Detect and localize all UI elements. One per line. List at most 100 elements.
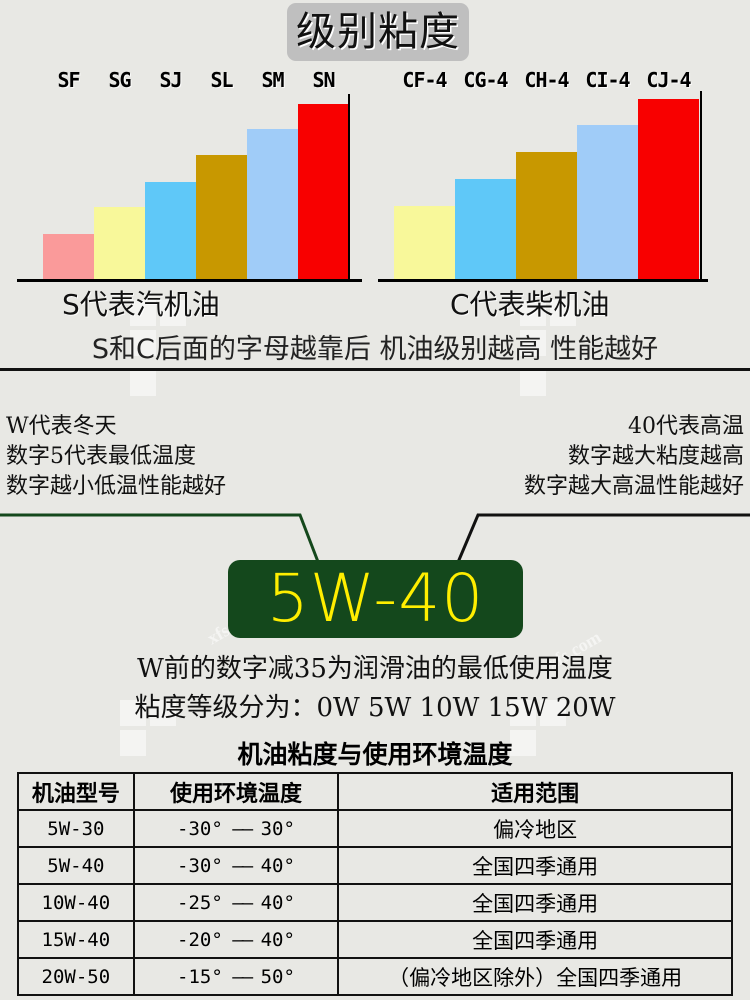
bar-column: SM: [247, 68, 298, 279]
axis-tick-s: [348, 94, 350, 279]
chart-diesel-grades: CF-4 CG-4 CH-4 CI-4 CJ-4: [378, 68, 718, 282]
cell-range: 全国四季通用: [337, 883, 733, 922]
table-row: 20W-50 -15° —— 50° （偏冷地区除外）全国四季通用: [17, 957, 733, 996]
temp-low: -15°: [177, 965, 223, 988]
cell-range: （偏冷地区除外）全国四季通用: [337, 957, 733, 996]
temp-separator: ——: [222, 854, 261, 877]
bar-column: SN: [298, 68, 349, 279]
grade-badge: 5W-40: [228, 560, 523, 638]
bar-column: CI-4: [577, 68, 638, 279]
bar-label: SF: [57, 68, 80, 92]
temp-separator: ——: [222, 965, 261, 988]
grade-value: 5W-40: [266, 560, 485, 637]
note-right-line-3: 数字越大高温性能越好: [523, 474, 744, 499]
temp-high: 40°: [260, 891, 295, 914]
temp-low: -20°: [177, 928, 223, 951]
cell-temperature: -30° —— 40°: [132, 846, 340, 885]
watermark-square: [130, 370, 156, 396]
table-row: 5W-30 -30° —— 30° 偏冷地区: [17, 809, 733, 848]
table-body: 5W-30 -30° —— 30° 偏冷地区 5W-40 -30° —— 40° 全国四季…: [17, 809, 733, 996]
caption-gasoline: S代表汽机油: [62, 288, 220, 321]
temp-high: 40°: [260, 928, 295, 951]
note-left-line-2: 数字5代表最低温度: [6, 444, 196, 469]
bar-column: CG-4: [455, 68, 516, 279]
temp-low: -30°: [177, 817, 223, 840]
table-row: 15W-40 -20° —— 40° 全国四季通用: [17, 920, 733, 959]
cell-temperature: -20° —— 40°: [132, 920, 340, 959]
note-right-line-1: 40代表高温: [628, 414, 744, 439]
section-divider: [0, 368, 750, 371]
bar-sm: SM: [247, 68, 298, 279]
cell-model: 5W-40: [17, 846, 135, 885]
bar-ci-4: CI-4: [577, 68, 638, 279]
bar-label: SM: [261, 68, 284, 92]
note-right: 40代表高温 数字越大粘度越高 数字越大高温性能越好: [524, 412, 744, 502]
formula-line-1: W前的数字减35为润滑油的最低使用温度: [137, 654, 613, 684]
cell-temperature: -25° —— 40°: [132, 883, 340, 922]
cell-range: 全国四季通用: [337, 846, 733, 885]
temp-low: -30°: [177, 854, 223, 877]
bar-sj: SJ: [145, 68, 196, 279]
formula-line-2: 粘度等级分为：0W 5W 10W 15W 20W: [134, 693, 616, 723]
bar-sl: SL: [196, 68, 247, 279]
caption-diesel: C代表柴机油: [450, 288, 610, 321]
bar-group-c: CF-4 CG-4 CH-4 CI-4 CJ-4: [394, 68, 699, 279]
cell-model: 15W-40: [17, 920, 135, 959]
bar-column: SJ: [145, 68, 196, 279]
bar-sf: SF: [43, 68, 94, 279]
x-axis-c: [378, 279, 708, 282]
cell-model: 20W-50: [17, 957, 135, 996]
temp-high: 40°: [260, 854, 295, 877]
table-row: 5W-40 -30° —— 40° 全国四季通用: [17, 846, 733, 885]
axis-tick-c: [700, 91, 702, 279]
bar-column: CJ-4: [638, 68, 699, 279]
bar-label: CH-4: [524, 68, 569, 92]
cell-range: 全国四季通用: [337, 920, 733, 959]
watermark-square: [520, 370, 546, 396]
bar-label: CJ-4: [646, 68, 691, 92]
bar-cj-4: CJ-4: [638, 68, 699, 279]
bar-label: CF-4: [402, 68, 447, 92]
temp-high: 30°: [260, 817, 295, 840]
note-left: W代表冬天 数字5代表最低温度 数字越小低温性能越好: [6, 412, 226, 502]
table-header-row: 机油型号 使用环境温度 适用范围: [17, 772, 733, 811]
note-left-line-1: W代表冬天: [6, 414, 117, 439]
temp-low: -25°: [177, 891, 223, 914]
x-axis-s: [17, 279, 362, 282]
bar-cg-4: CG-4: [455, 68, 516, 279]
bar-column: CF-4: [394, 68, 455, 279]
temp-separator: ——: [222, 928, 261, 951]
bar-label: CI-4: [585, 68, 630, 92]
bar-column: SL: [196, 68, 247, 279]
bar-group-s: SF SG SJ SL SM SN: [43, 68, 349, 279]
bar-label: SG: [108, 68, 131, 92]
table-header-range: 适用范围: [337, 772, 733, 811]
table-title: 机油粘度与使用环境温度: [237, 740, 513, 769]
chart-gasoline-grades: SF SG SJ SL SM SN: [17, 68, 362, 282]
cell-range: 偏冷地区: [337, 809, 733, 848]
page-title-badge: 级别粘度: [287, 3, 469, 61]
bar-label: SJ: [159, 68, 182, 92]
bar-cf-4: CF-4: [394, 68, 455, 279]
table-header-model: 机油型号: [17, 772, 135, 811]
bar-column: SG: [94, 68, 145, 279]
bar-column: SF: [43, 68, 94, 279]
bar-label: CG-4: [463, 68, 508, 92]
bar-sn: SN: [298, 68, 349, 279]
temp-separator: ——: [222, 891, 261, 914]
bar-label: SN: [312, 68, 335, 92]
viscosity-table: 机油型号 使用环境温度 适用范围 5W-30 -30° —— 30° 偏冷地区 5W-…: [17, 772, 733, 996]
page-title: 级别粘度: [296, 9, 460, 55]
bar-sg: SG: [94, 68, 145, 279]
cell-temperature: -30° —— 30°: [132, 809, 340, 848]
cell-model: 5W-30: [17, 809, 135, 848]
temp-separator: ——: [222, 817, 261, 840]
temp-high: 50°: [260, 965, 295, 988]
cell-temperature: -15° —— 50°: [132, 957, 340, 996]
note-right-line-2: 数字越大粘度越高: [567, 444, 744, 469]
subtitle-text: S和C后面的字母越靠后 机油级别越高 性能越好: [91, 334, 659, 365]
cell-model: 10W-40: [17, 883, 135, 922]
table-row: 10W-40 -25° —— 40° 全国四季通用: [17, 883, 733, 922]
table-header-temp: 使用环境温度: [132, 772, 340, 811]
